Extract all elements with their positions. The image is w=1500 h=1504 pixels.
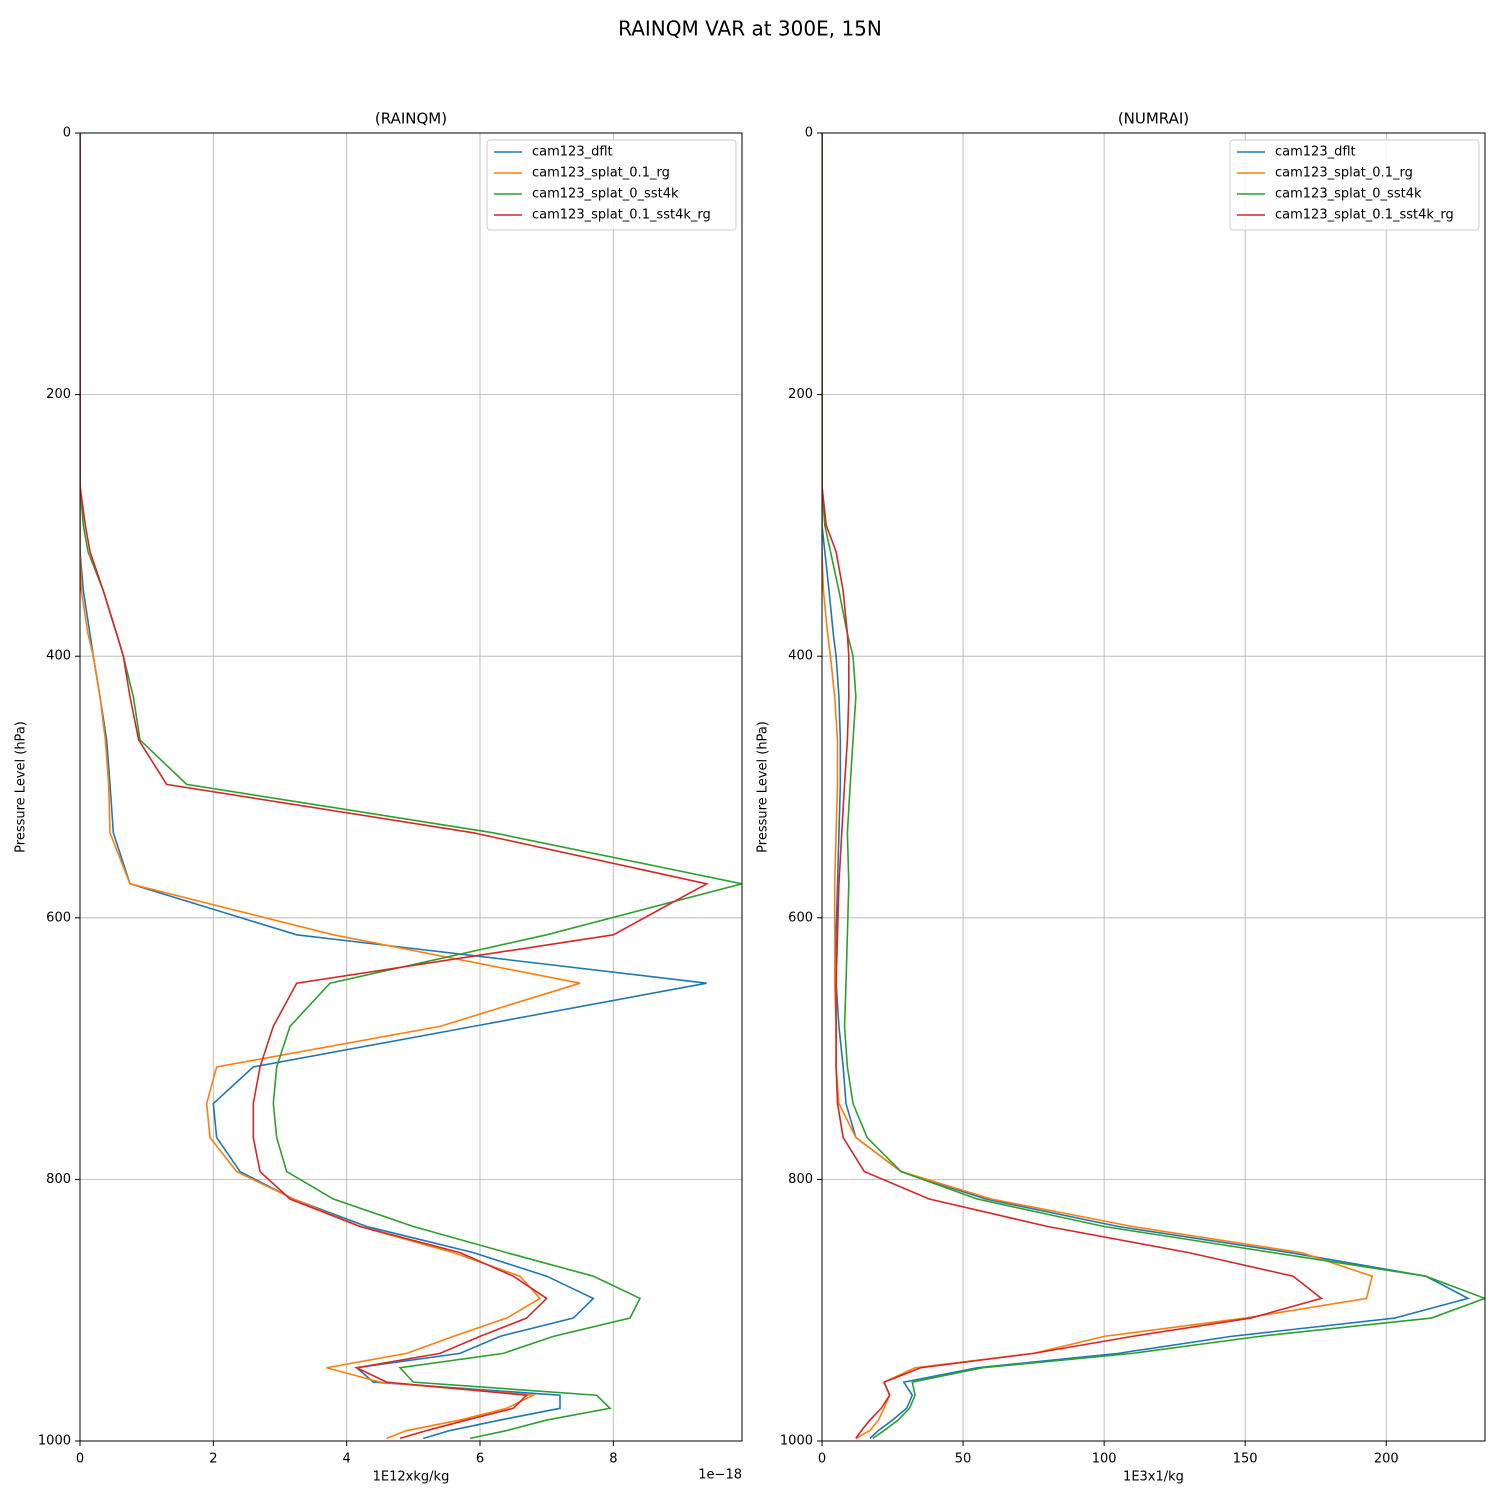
legend-label: cam123_splat_0.1_sst4k_rg (532, 208, 711, 223)
x-tick-label: 100 (1092, 1452, 1117, 1467)
axes-frame (79, 132, 743, 1442)
x-tick-label: 150 (1233, 1452, 1258, 1467)
y-tick-label: 200 (46, 387, 71, 402)
figure-title: RAINQM VAR at 300E, 15N (618, 17, 882, 41)
y-tick-label: 800 (46, 1172, 71, 1187)
legend-label: cam123_splat_0_sst4k (1275, 187, 1422, 202)
x-tick-label: 4 (343, 1452, 351, 1467)
y-tick-label: 800 (788, 1172, 813, 1187)
y-tick-label: 400 (788, 649, 813, 664)
legend-label: cam123_splat_0.1_rg (1275, 166, 1413, 181)
y-tick-label: 600 (46, 910, 71, 925)
x-tick-label: 2 (209, 1452, 217, 1467)
profile-line (822, 133, 1485, 1440)
x-tick-label: 50 (955, 1452, 972, 1467)
legend-label: cam123_dflt (532, 145, 613, 160)
x-tick-label: 6 (476, 1452, 484, 1467)
subplot-title: (NUMRAI) (1118, 110, 1189, 128)
subplot-title: (RAINQM) (375, 110, 447, 128)
y-axis-label: Pressure Level (hPa) (14, 721, 29, 853)
profile-line (822, 133, 1324, 1439)
legend-box (486, 139, 737, 231)
x-tick-label: 0 (818, 1452, 826, 1467)
y-tick-label: 1000 (38, 1434, 71, 1449)
axes-frame (821, 132, 1486, 1442)
profile-line (80, 133, 709, 1440)
y-tick-label: 0 (805, 126, 813, 141)
legend-box (1229, 139, 1480, 231)
x-axis-label: 1E3x1/kg (1123, 1470, 1184, 1485)
x-tick-label: 0 (76, 1452, 84, 1467)
profile-line (80, 133, 581, 1440)
y-tick-label: 0 (63, 126, 71, 141)
x-offset-label: 1e−18 (698, 1468, 742, 1483)
legend-label: cam123_splat_0.1_sst4k_rg (1275, 208, 1454, 223)
profile-line (822, 133, 1471, 1439)
y-tick-label: 400 (46, 649, 71, 664)
x-tick-label: 200 (1374, 1452, 1399, 1467)
y-tick-label: 600 (788, 910, 813, 925)
legend-label: cam123_splat_0_sst4k (532, 187, 679, 202)
x-tick-label: 8 (609, 1452, 617, 1467)
legend-label: cam123_dflt (1275, 145, 1356, 160)
y-axis-label: Pressure Level (hPa) (756, 721, 771, 853)
x-axis-label: 1E12xkg/kg (373, 1470, 450, 1485)
y-tick-label: 1000 (780, 1434, 813, 1449)
legend-label: cam123_splat_0.1_rg (532, 166, 670, 181)
profile-line (822, 133, 1374, 1440)
profile-line (80, 133, 707, 1440)
y-tick-label: 200 (788, 387, 813, 402)
